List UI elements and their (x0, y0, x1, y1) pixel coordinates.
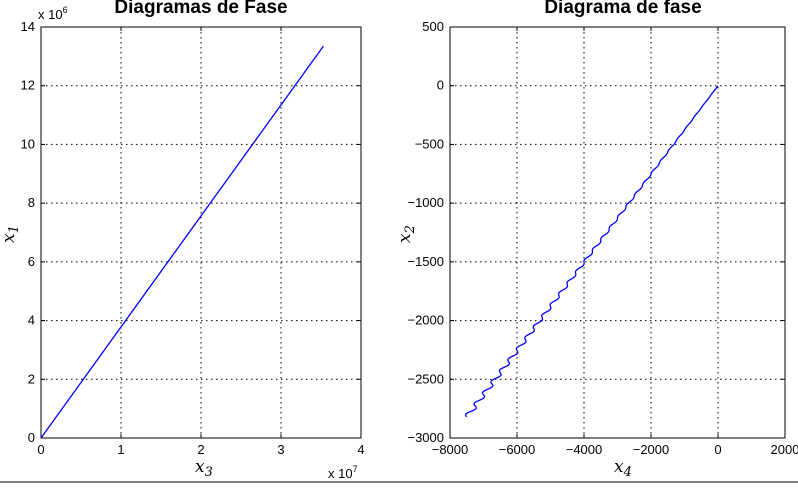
chart-left-x-label: x3 (195, 457, 213, 480)
chart-right-x-tick-label: 2000 (771, 442, 798, 457)
chart-left-x-tick-label: 3 (277, 442, 284, 457)
chart-left-x-tick-label: 1 (117, 442, 124, 457)
chart-left-x-multiplier: x 107 (328, 464, 358, 481)
chart-left-series-line (40, 45, 324, 439)
chart-right-y-label: x2 (395, 225, 418, 243)
chart-left-x-tick-label: 2 (197, 442, 204, 457)
chart-right-ticks: −8000 −6000 −4000 −2000 0 2000 −3000 −2500 −2000… (407, 19, 798, 457)
chart-left-x-tick-label: 4 (357, 442, 364, 457)
chart-left-y-multiplier: x 106 (38, 5, 68, 22)
chart-right-y-tick-label: −3000 (407, 430, 444, 445)
chart-right-x-tick-label: 0 (714, 442, 721, 457)
chart-right-frame (449, 26, 786, 439)
chart-right-x-tick-label: −2000 (633, 442, 670, 457)
chart-left-y-tick-label: 2 (28, 371, 35, 386)
chart-left-y-label: x1 (0, 225, 22, 243)
chart-left-y-tick-label: 10 (21, 136, 35, 151)
chart-left-y-tick-label: 14 (21, 19, 35, 34)
chart-right-y-tick-label: −1500 (407, 254, 444, 269)
chart-right-x-label: x4 (614, 457, 632, 480)
chart-right-series-line (464, 85, 719, 418)
chart-right-y-tick-label: 0 (437, 78, 444, 93)
chart-left-title: Diagramas de Fase (114, 0, 287, 18)
chart-right-title: Diagrama de fase (544, 0, 701, 18)
chart-right-grid (450, 27, 785, 438)
chart-right-y-tick-label: −1000 (407, 195, 444, 210)
chart-right-y-tick-label: −2000 (407, 313, 444, 328)
chart-right-phase-diagram: Diagrama de fase −8000 −6000 −4000 −2000 0 20… (395, 0, 798, 480)
chart-left-x-tick-label: 0 (37, 442, 44, 457)
chart-left-y-tick-label: 8 (28, 195, 35, 210)
chart-right-x-tick-label: −4000 (566, 442, 603, 457)
chart-right-y-tick-label: 500 (422, 19, 444, 34)
chart-left-y-tick-label: 0 (28, 430, 35, 445)
chart-left-y-tick-label: 6 (28, 254, 35, 269)
chart-left-y-tick-label: 12 (21, 78, 35, 93)
chart-right-y-tick-label: −2500 (407, 371, 444, 386)
chart-right-x-tick-label: −6000 (499, 442, 536, 457)
chart-left-y-tick-label: 4 (28, 313, 35, 328)
chart-right-y-tick-label: −500 (415, 136, 444, 151)
chart-left-grid (41, 27, 361, 438)
chart-right-x-tick-label: −8000 (432, 442, 469, 457)
